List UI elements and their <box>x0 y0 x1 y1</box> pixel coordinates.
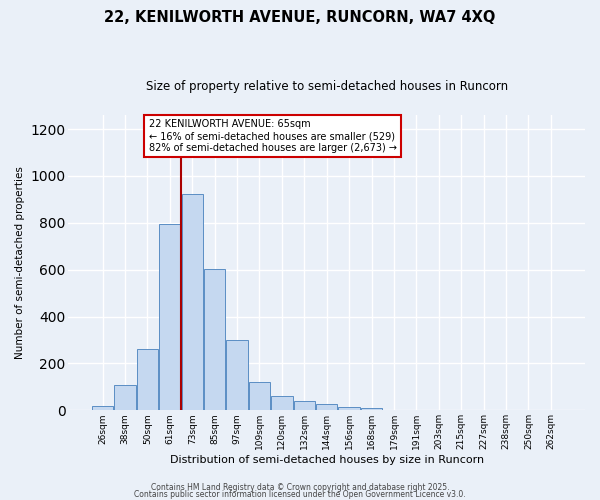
Bar <box>338 407 360 410</box>
Bar <box>159 224 181 410</box>
Text: Contains HM Land Registry data © Crown copyright and database right 2025.: Contains HM Land Registry data © Crown c… <box>151 484 449 492</box>
Text: 22, KENILWORTH AVENUE, RUNCORN, WA7 4XQ: 22, KENILWORTH AVENUE, RUNCORN, WA7 4XQ <box>104 10 496 25</box>
Bar <box>361 408 382 410</box>
Bar <box>204 268 226 410</box>
Text: Contains public sector information licensed under the Open Government Licence v3: Contains public sector information licen… <box>134 490 466 499</box>
Bar <box>92 406 113 410</box>
Bar <box>226 340 248 410</box>
Bar <box>316 404 337 410</box>
Text: 22 KENILWORTH AVENUE: 65sqm
← 16% of semi-detached houses are smaller (529)
82% : 22 KENILWORTH AVENUE: 65sqm ← 16% of sem… <box>149 120 397 152</box>
Bar <box>137 350 158 410</box>
Bar <box>182 194 203 410</box>
Bar <box>293 402 315 410</box>
Y-axis label: Number of semi-detached properties: Number of semi-detached properties <box>15 166 25 359</box>
Title: Size of property relative to semi-detached houses in Runcorn: Size of property relative to semi-detach… <box>146 80 508 93</box>
Bar <box>271 396 293 410</box>
Bar <box>115 384 136 410</box>
X-axis label: Distribution of semi-detached houses by size in Runcorn: Distribution of semi-detached houses by … <box>170 455 484 465</box>
Bar <box>249 382 270 410</box>
